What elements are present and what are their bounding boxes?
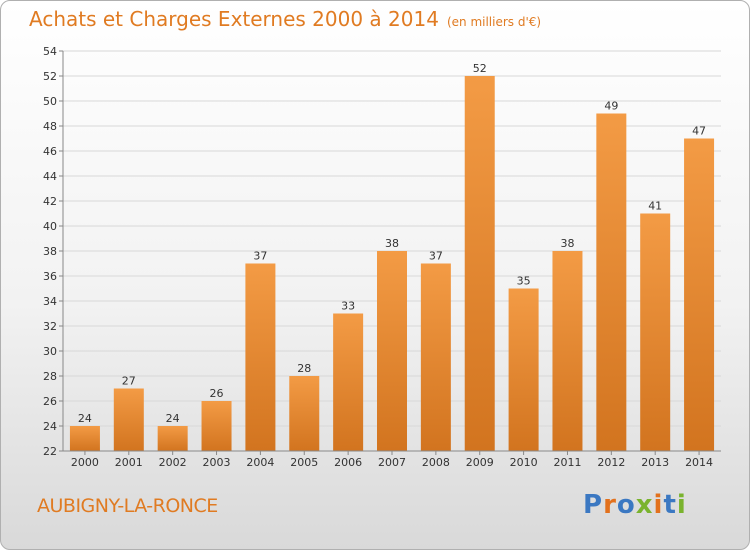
x-tick-label: 2000 [71, 456, 99, 469]
bar-value-label: 26 [210, 387, 224, 400]
bar-value-label: 47 [692, 125, 706, 138]
y-tick-label: 44 [43, 170, 57, 183]
y-tick-label: 34 [43, 295, 57, 308]
bar [552, 251, 583, 451]
bar [508, 288, 539, 451]
bar-value-label: 35 [517, 275, 531, 288]
logo-letter: P [583, 490, 604, 520]
bar [113, 388, 144, 451]
y-tick-label: 54 [43, 45, 57, 58]
bar [201, 401, 232, 451]
y-tick-label: 22 [43, 445, 57, 458]
x-tick-label: 2012 [597, 456, 625, 469]
x-tick-label: 2002 [159, 456, 187, 469]
x-tick-label: 2010 [510, 456, 538, 469]
bar-value-label: 41 [648, 200, 662, 213]
logo-letter: r [603, 490, 617, 520]
data-labels: 24 27 24 26 37 28 33 38 37 52 35 38 49 41 47 [78, 62, 706, 425]
chart-title-text: Achats et Charges Externes 2000 à 2014 [29, 7, 439, 31]
bar-value-label: 24 [166, 412, 180, 425]
x-tick-label: 2007 [378, 456, 406, 469]
y-tick-label: 36 [43, 270, 57, 283]
bar [640, 213, 671, 451]
y-tick-label: 46 [43, 145, 57, 158]
bar-value-label: 49 [604, 100, 618, 113]
y-axis-ticks: 22 24 26 28 30 32 34 36 38 40 42 44 46 48 50 52 54 [43, 45, 63, 458]
y-tick-label: 42 [43, 195, 57, 208]
logo-letter: o [616, 490, 636, 520]
bar-value-label: 24 [78, 412, 92, 425]
y-tick-label: 28 [43, 370, 57, 383]
bar-value-label: 28 [297, 362, 311, 375]
y-tick-label: 32 [43, 320, 57, 333]
bar-value-label: 37 [429, 250, 443, 263]
y-tick-label: 48 [43, 120, 57, 133]
y-tick-label: 50 [43, 95, 57, 108]
bar [420, 263, 451, 451]
y-tick-label: 52 [43, 70, 57, 83]
bar [157, 426, 188, 451]
bar [464, 76, 495, 451]
x-tick-label: 2013 [641, 456, 669, 469]
x-tick-label: 2006 [334, 456, 362, 469]
x-tick-label: 2008 [422, 456, 450, 469]
x-tick-label: 2011 [553, 456, 581, 469]
y-tick-label: 38 [43, 245, 57, 258]
bar [333, 313, 364, 451]
place-name: AUBIGNY-LA-RONCE [37, 495, 218, 517]
logo-letter: x [635, 490, 654, 520]
bar-value-label: 33 [341, 300, 355, 313]
logo-letter: t [663, 490, 677, 520]
x-axis-ticks: 2000 2001 2002 2003 2004 2005 2006 2007 2008 2009… [71, 451, 713, 469]
bar-value-label: 52 [473, 62, 487, 75]
logo-letter: i [653, 490, 664, 520]
x-tick-label: 2004 [246, 456, 274, 469]
bar [289, 376, 320, 451]
y-tick-label: 24 [43, 420, 57, 433]
x-tick-label: 2009 [466, 456, 494, 469]
bar [684, 138, 715, 451]
chart-title: Achats et Charges Externes 2000 à 2014 (e… [29, 7, 541, 31]
x-tick-label: 2014 [685, 456, 713, 469]
proxiti-logo[interactable]: Proxiti [583, 490, 687, 520]
bar [245, 263, 276, 451]
bar-value-label: 38 [560, 237, 574, 250]
logo-letter: i [676, 490, 687, 520]
bars [69, 76, 715, 451]
y-tick-label: 40 [43, 220, 57, 233]
bar-value-label: 38 [385, 237, 399, 250]
bar-value-label: 27 [122, 375, 136, 388]
x-tick-label: 2003 [203, 456, 231, 469]
y-tick-label: 26 [43, 395, 57, 408]
x-tick-label: 2005 [290, 456, 318, 469]
bar [69, 426, 100, 451]
y-tick-label: 30 [43, 345, 57, 358]
bar [596, 113, 627, 451]
bar-value-label: 37 [253, 250, 267, 263]
bar [377, 251, 407, 451]
x-tick-label: 2001 [115, 456, 143, 469]
chart-unit: (en milliers d'€) [446, 15, 542, 29]
